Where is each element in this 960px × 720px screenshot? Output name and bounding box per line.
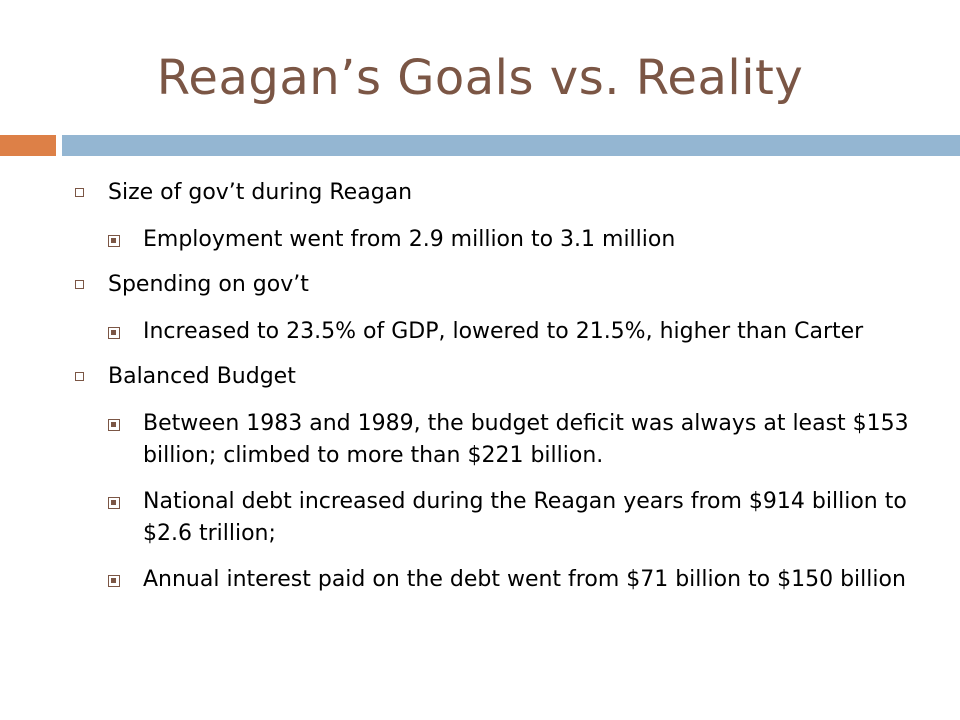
- filled-square-bullet-icon: [108, 575, 120, 587]
- sub-bullet-text: National debt increased during the Reaga…: [143, 489, 907, 546]
- sub-bullet-item: Between 1983 and 1989, the budget defici…: [108, 408, 915, 472]
- accent-bar-right: [62, 135, 960, 156]
- sub-bullet-item: National debt increased during the Reaga…: [108, 486, 915, 550]
- bullet-text: Spending on gov’t: [108, 272, 309, 297]
- bullet-item: Size of gov’t during Reagan: [75, 178, 915, 208]
- sub-bullet-item: Annual interest paid on the debt went fr…: [108, 564, 915, 596]
- hollow-square-bullet-icon: [75, 372, 84, 381]
- sub-bullet-text: Between 1983 and 1989, the budget defici…: [143, 411, 909, 468]
- bullet-list: Size of gov’t during Reagan Employment w…: [75, 178, 915, 610]
- bullet-text: Size of gov’t during Reagan: [108, 180, 413, 205]
- sub-bullet-item: Employment went from 2.9 million to 3.1 …: [108, 224, 915, 256]
- filled-square-bullet-icon: [108, 419, 120, 431]
- sub-bullet-text: Employment went from 2.9 million to 3.1 …: [143, 227, 676, 252]
- filled-square-bullet-icon: [108, 327, 120, 339]
- hollow-square-bullet-icon: [75, 188, 84, 197]
- filled-square-bullet-icon: [108, 235, 120, 247]
- accent-bar-left: [0, 135, 56, 156]
- bullet-text: Balanced Budget: [108, 364, 296, 389]
- bullet-item: Balanced Budget: [75, 362, 915, 392]
- sub-bullet-text: Annual interest paid on the debt went fr…: [143, 567, 906, 592]
- filled-square-bullet-icon: [108, 497, 120, 509]
- bullet-item: Spending on gov’t: [75, 270, 915, 300]
- hollow-square-bullet-icon: [75, 280, 84, 289]
- slide-title: Reagan’s Goals vs. Reality: [156, 50, 804, 106]
- sub-bullet-text: Increased to 23.5% of GDP, lowered to 21…: [143, 319, 864, 344]
- sub-bullet-item: Increased to 23.5% of GDP, lowered to 21…: [108, 316, 915, 348]
